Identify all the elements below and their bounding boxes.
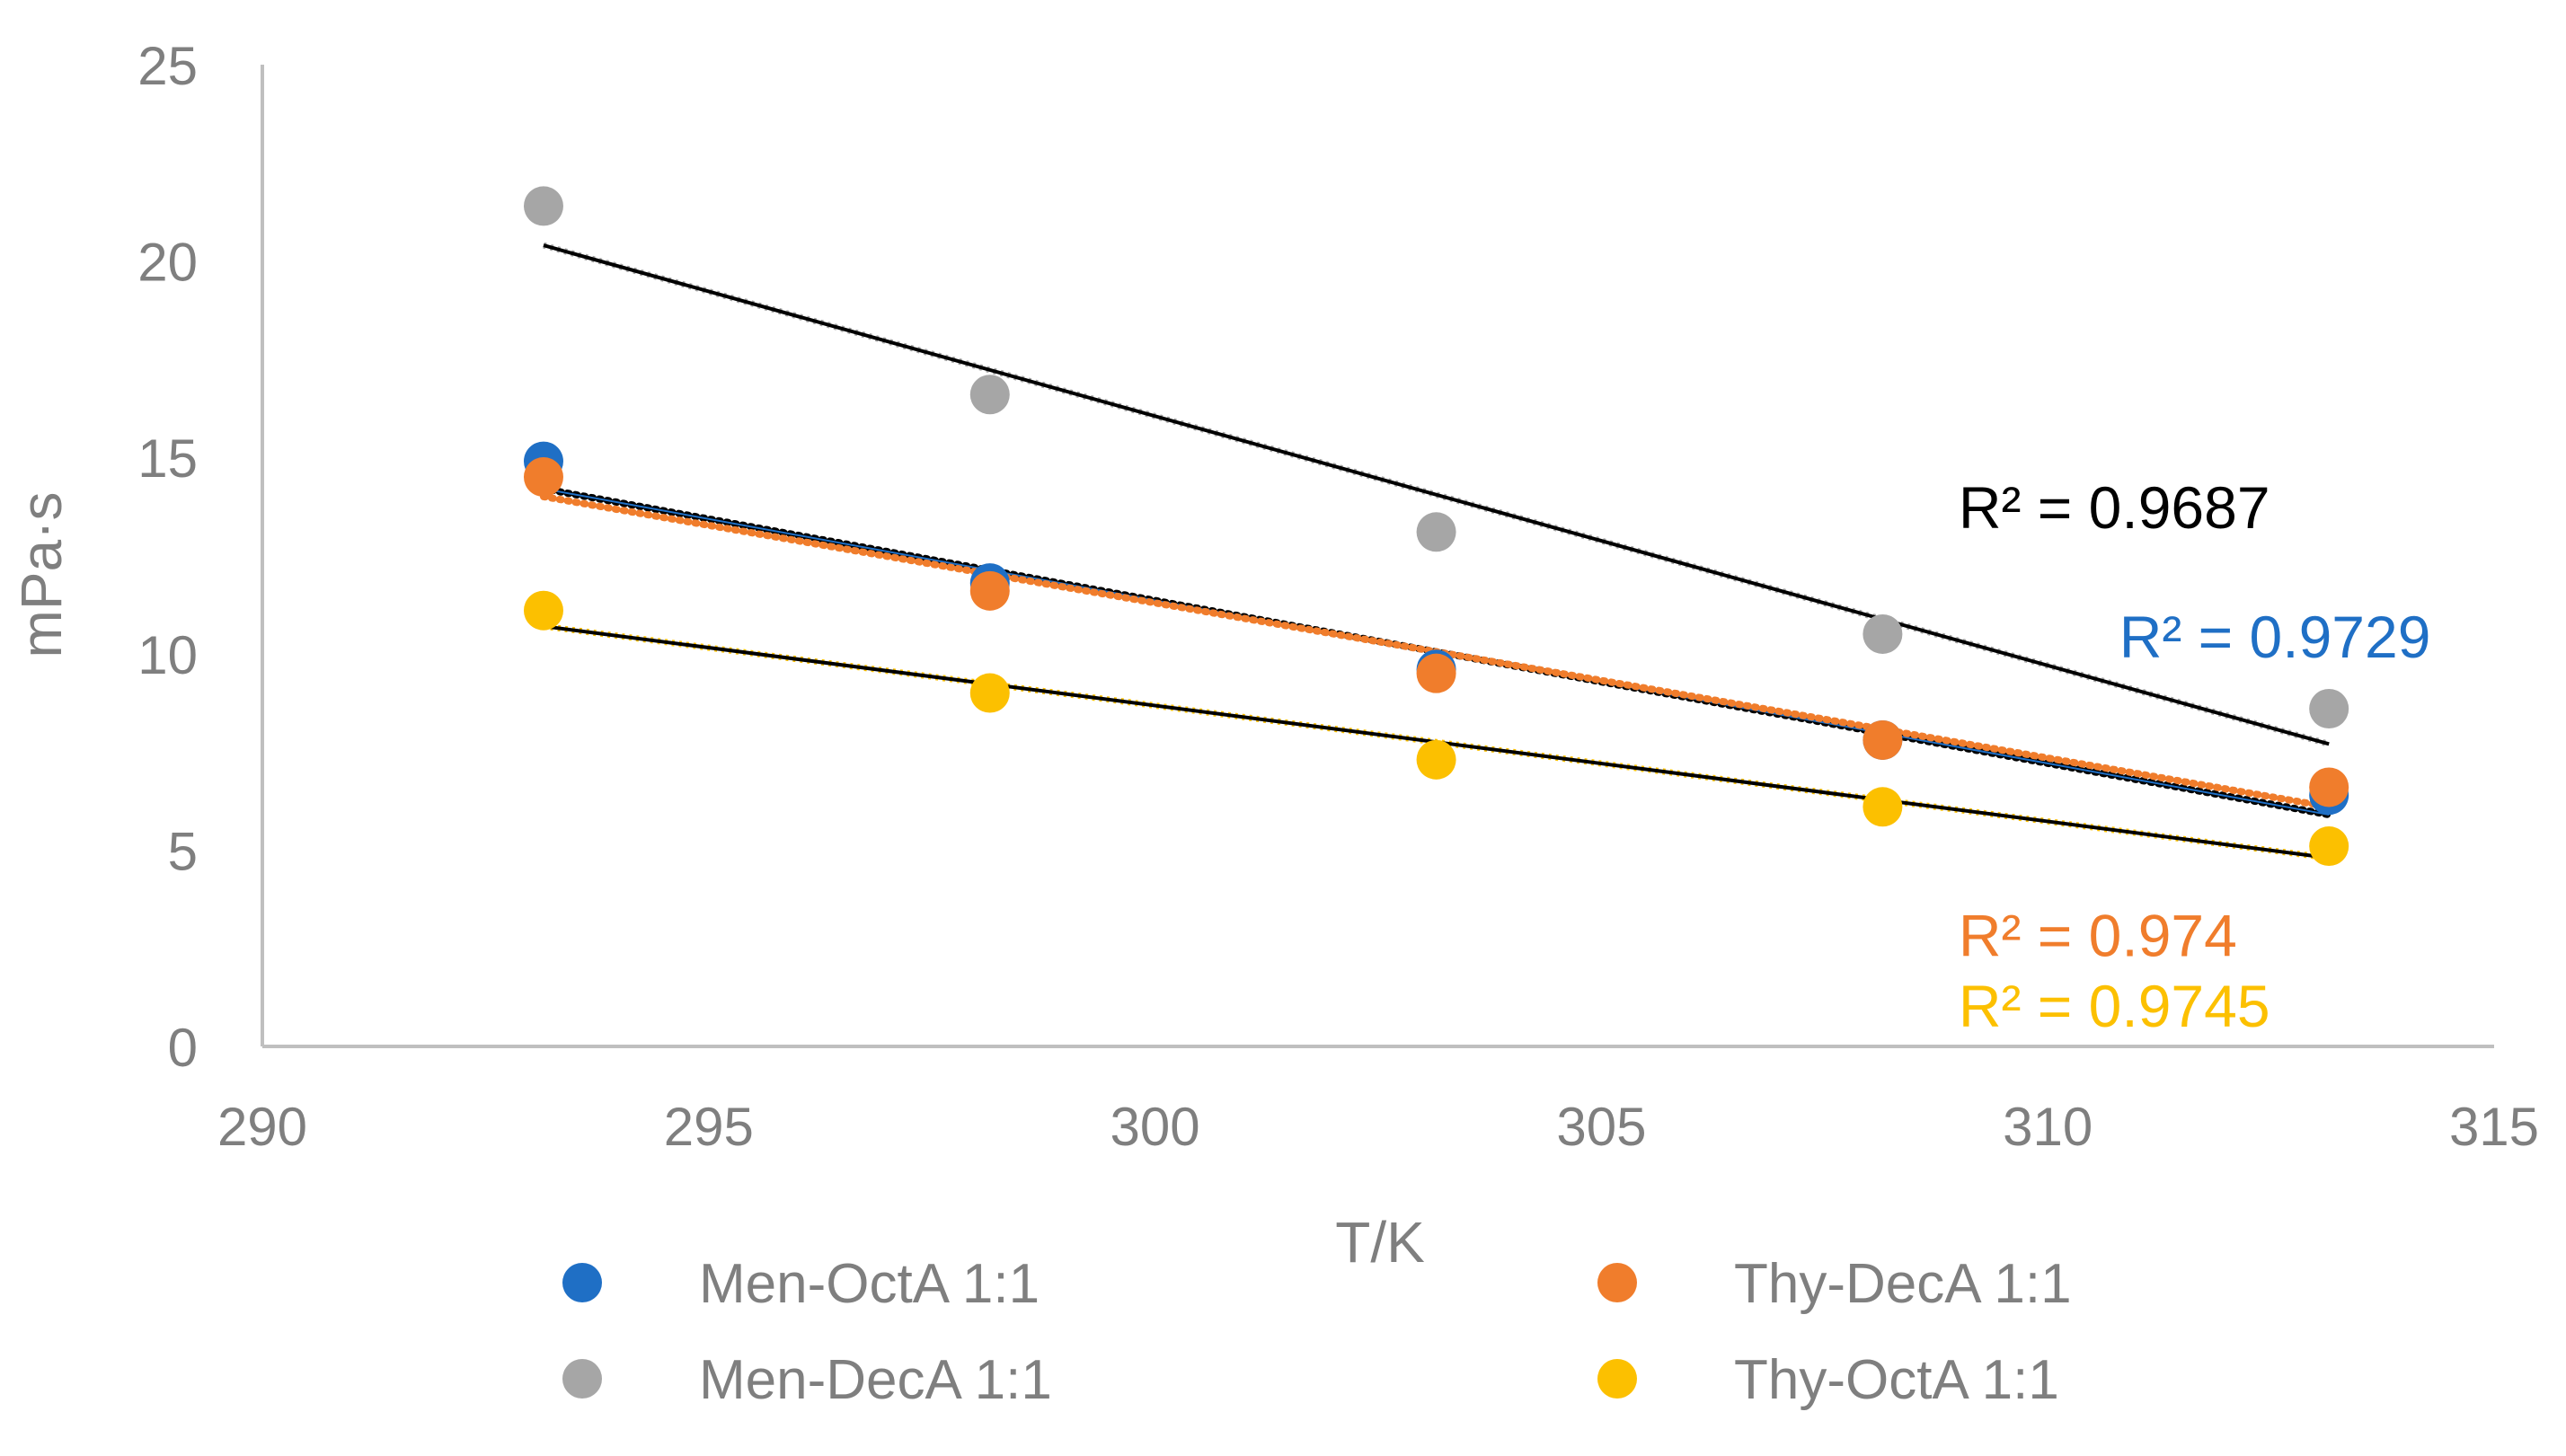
data-point [2309,767,2349,807]
y-tick-label: 25 [137,36,198,96]
x-tick-label: 295 [664,1097,754,1157]
x-tick-label: 310 [2003,1097,2093,1157]
data-point [969,570,1010,611]
legend-marker [562,1359,602,1399]
y-tick-label: 5 [168,821,198,881]
data-point [523,457,563,498]
data-point [969,673,1010,713]
data-point [1416,653,1456,693]
data-point [2309,689,2349,729]
data-point [969,375,1010,415]
data-point [523,186,563,226]
legend-label: Thy-OctA 1:1 [1734,1349,2059,1411]
legend: Men-OctA 1:1 Thy-DecA 1:1 Men-DecA 1:1 Thy-… [562,1253,2072,1411]
data-point [523,590,563,631]
data-point [2309,826,2349,867]
x-tick-label: 300 [1110,1097,1200,1157]
data-point [1416,739,1456,780]
r2-label: R² = 0.9729 [2119,604,2431,670]
x-tick-label: 305 [1556,1097,1646,1157]
y-tick-label: 15 [137,428,198,489]
y-tick-label: 10 [137,625,198,685]
x-tick-label: 290 [217,1097,307,1157]
r2-label: R² = 0.974 [1959,902,2237,968]
data-point [1863,719,1903,760]
y-tick-label: 20 [137,233,198,293]
y-axis-title: mPa·s [9,492,74,658]
legend-label: Men-OctA 1:1 [699,1253,1040,1315]
legend-marker [1597,1359,1637,1399]
data-point [1416,512,1456,552]
x-tick-label: 315 [2449,1097,2539,1157]
data-points [523,186,2349,867]
data-point [1863,613,1903,654]
x-axis-title: T/K [1335,1210,1425,1275]
r2-label: R² = 0.9745 [1959,973,2270,1039]
legend-marker [562,1263,602,1302]
legend-label: Thy-DecA 1:1 [1734,1253,2072,1315]
data-point [1863,787,1903,827]
legend-marker [1597,1263,1637,1302]
y-tick-label: 0 [168,1018,198,1078]
legend-label: Men-DecA 1:1 [699,1349,1052,1411]
r2-label: R² = 0.9687 [1959,474,2270,541]
axes: 0 5 10 15 20 25 290 295 300 305 310 315 [137,36,2539,1157]
trendline [543,243,2330,746]
